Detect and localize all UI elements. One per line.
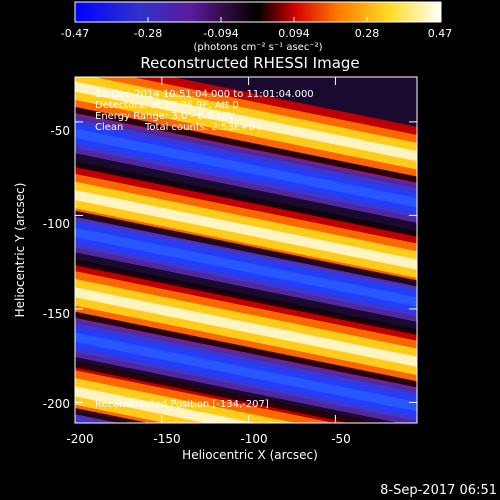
annotation-detectors: Detectors: 3F 6F 7F 9F, Att 0 [95, 100, 239, 111]
x-tick-label: -50 [331, 432, 351, 446]
negative-band [75, 113, 417, 223]
band-layer [75, 81, 417, 162]
annotation-clean: Clean [95, 122, 123, 133]
colorbar-tick-label: -0.094 [203, 27, 238, 40]
heatmap-image [75, 77, 417, 423]
band-layer [75, 332, 417, 412]
y-tick-label: -200 [43, 397, 70, 411]
band-layer [75, 189, 417, 270]
footer-date: 8-Sep-2017 06:51 [380, 483, 497, 498]
positive-band [75, 165, 417, 295]
y-axis-label: Heliocentric Y (arcsec) [13, 183, 27, 318]
axes [74, 77, 417, 423]
band-separator [75, 311, 417, 388]
band-layer [75, 128, 417, 208]
positive-band [75, 77, 417, 186]
band-separator [75, 407, 149, 423]
band-separator [75, 259, 417, 336]
band-separator [75, 361, 379, 423]
annotation-energy-range: Energy Range: 3.0 - 6.0 keV [95, 111, 235, 122]
band-separator [75, 161, 417, 237]
plot-frame [74, 76, 418, 424]
colorbar-tick-label: 0.47 [428, 27, 453, 40]
x-axis-label: Heliocentric X (arcsec) [182, 448, 318, 462]
negative-band [75, 212, 417, 322]
annotation-time-range: 15-Dec-2014 10:51:04.000 to 11:01:04.000 [95, 89, 314, 100]
band-layer [75, 287, 417, 367]
band-separator [75, 106, 417, 183]
y-tick-label: -100 [43, 217, 70, 231]
positive-band [75, 262, 417, 392]
x-tick-label: -100 [240, 432, 267, 446]
chart-title: Reconstructed RHESSI Image [140, 54, 359, 72]
colorbar-tick-label: -0.28 [134, 27, 162, 40]
annotation-total-counts: Total counts: 2.53E+04 [144, 122, 261, 133]
y-tick-label: -50 [50, 124, 70, 138]
x-tick-label: -200 [66, 432, 93, 446]
colorbar-gradient [74, 1, 442, 23]
y-tick-label: -150 [43, 307, 70, 321]
colorbar-ticks [74, 17, 441, 22]
colorbar-unit-label: (photons cm⁻² s⁻¹ asec⁻²) [193, 42, 322, 53]
colorbar-tick-label: -0.47 [61, 27, 89, 40]
x-tick-label: -150 [153, 432, 180, 446]
band-layer [75, 386, 256, 423]
band-separator [75, 210, 417, 287]
negative-band [75, 317, 417, 423]
band-layer [75, 227, 417, 307]
colorbar-tick-label: 0.094 [278, 27, 310, 40]
annotation-reconstructed-position: Reconstructed Position [-134,-207] [95, 399, 269, 410]
colorbar: -0.47 -0.28 -0.094 0.094 0.28 0.47 (phot… [61, 1, 453, 53]
colorbar-tick-label: 0.28 [355, 27, 380, 40]
positive-band [75, 361, 375, 423]
heatmap-bands [75, 77, 417, 423]
